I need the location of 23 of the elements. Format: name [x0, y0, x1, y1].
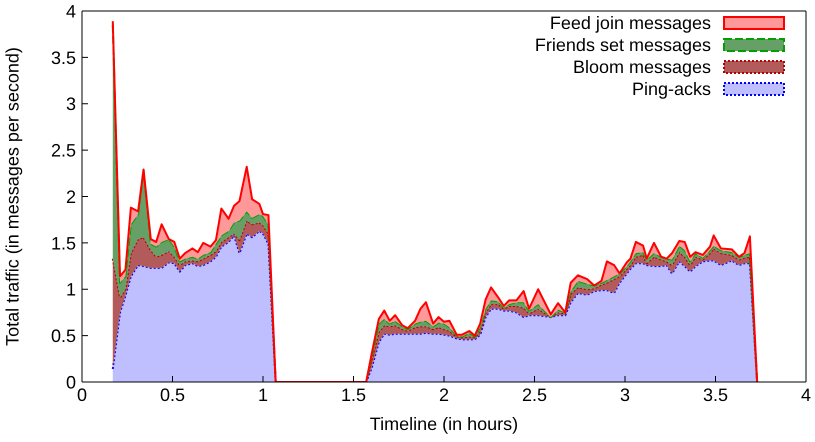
- x-tick-label: 3: [620, 384, 630, 405]
- y-tick-label: 1: [66, 280, 76, 300]
- y-tick-label: 2.5: [50, 140, 76, 161]
- legend-label: Friends set messages: [534, 34, 711, 56]
- y-tick-label: 0.5: [50, 326, 76, 346]
- y-tick-label: 1.5: [50, 233, 76, 254]
- y-tick-label: 2: [66, 186, 76, 207]
- x-tick-label: 3.5: [702, 384, 728, 405]
- y-tick-label: 0: [66, 372, 76, 392]
- legend-label: Bloom messages: [572, 56, 711, 78]
- y-axis-title: Total traffic (in messages per second): [2, 47, 22, 346]
- x-axis-title: Timeline (in hours): [370, 414, 518, 434]
- x-tick-label: 1.5: [340, 384, 366, 405]
- legend-label: Feed join messages: [550, 12, 711, 34]
- y-tick-label: 3.5: [50, 48, 76, 68]
- y-tick-label: 4: [66, 1, 76, 22]
- x-tick-label: 2: [438, 384, 450, 405]
- legend-label: Ping-acks: [632, 78, 711, 100]
- y-tick-label: 3: [66, 94, 76, 114]
- x-tick-label: 0.5: [160, 384, 186, 405]
- x-tick-label: 4: [800, 384, 812, 405]
- x-tick-label: 1: [258, 384, 268, 405]
- x-tick-label: 2.5: [522, 384, 548, 405]
